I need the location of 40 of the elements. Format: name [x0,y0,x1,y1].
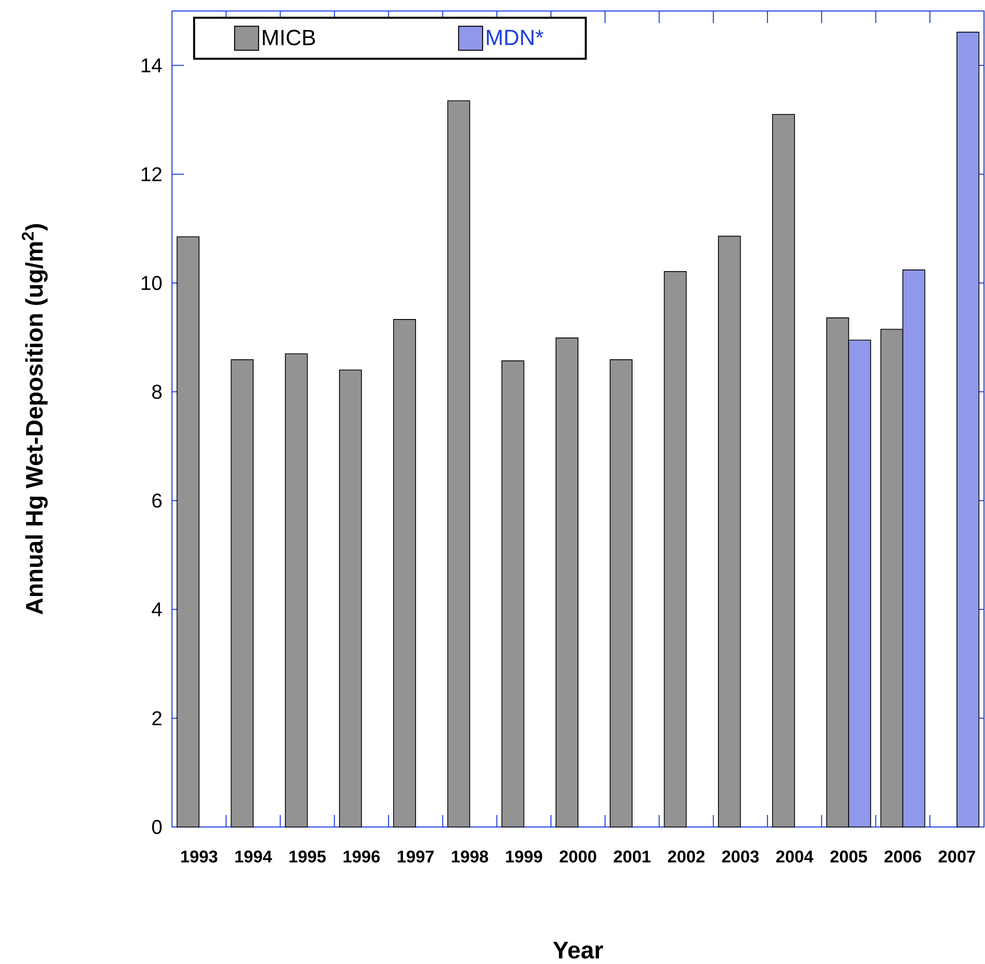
x-tick-label: 2000 [560,850,596,863]
bar [610,359,633,828]
x-tick-label: 2006 [884,850,922,863]
bar [718,236,741,828]
x-tick-label: 1994 [235,850,272,863]
x-tick-label: 2002 [668,850,704,863]
x-tick-label: 2003 [722,850,759,863]
bar [339,370,362,828]
bar [556,338,578,828]
bar [284,353,308,828]
legend-label: MICB [262,30,315,46]
x-tick-label: 1993 [181,850,218,863]
y-tick-label: 0 [152,820,162,834]
bar [393,319,416,828]
y-tick-label: 12 [142,167,162,182]
x-tick-label: 2004 [776,850,814,863]
x-tick-label: 1998 [452,850,488,863]
y-tick-label: 2 [152,711,162,726]
y-tick-label: 14 [142,58,162,72]
x-tick-label: 1997 [398,850,434,863]
x-tick-label: 2001 [614,850,651,863]
x-tick-label: 2005 [830,850,868,863]
x-axis-title: Year [553,942,603,959]
bar [230,359,254,828]
bar [956,32,980,828]
y-tick-label: 8 [152,384,162,399]
y-axis-title: Annual Hg Wet-Deposition (ug/m$^{2}$) [22,224,48,614]
bar [447,100,470,828]
y-tick-label: 10 [142,276,162,290]
bar [176,236,200,828]
x-tick-label: 1995 [289,850,326,863]
y-tick-label: 4 [152,602,162,616]
bar [501,360,524,828]
legend-label: MDN* [486,30,544,46]
x-tick-label: 1996 [344,850,380,863]
y-tick-label: 6 [152,494,162,508]
x-tick-label: 1999 [506,850,542,863]
bar [772,114,795,828]
x-tick-label: 2007 [938,850,976,863]
bar [664,271,687,828]
